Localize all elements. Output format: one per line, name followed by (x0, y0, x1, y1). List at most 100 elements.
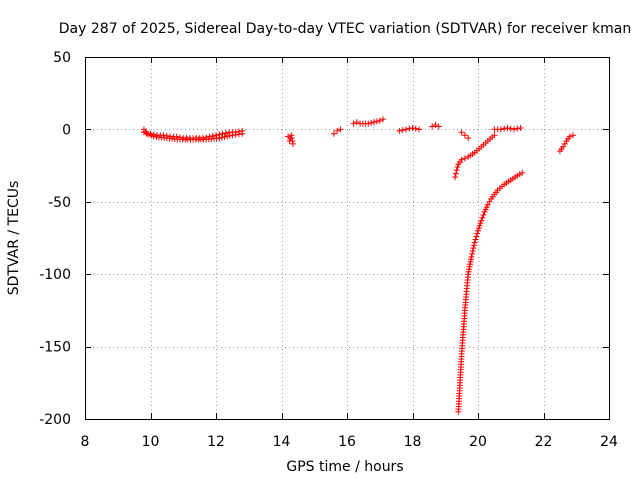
data-point (517, 124, 524, 131)
data-point (469, 248, 476, 255)
data-point (219, 130, 226, 137)
data-point (453, 166, 460, 173)
x-tick-label: 22 (535, 434, 553, 450)
data-point (330, 130, 337, 137)
data-point (461, 132, 468, 139)
data-point (473, 233, 480, 240)
data-point (416, 126, 423, 133)
data-point (239, 130, 246, 137)
data-point (371, 119, 378, 126)
data-point (476, 222, 483, 229)
series-arc-10 (455, 169, 526, 415)
data-point (507, 125, 514, 132)
data-point (288, 135, 295, 142)
data-point (435, 123, 442, 130)
y-tick-label: 50 (53, 50, 71, 66)
tick-layer (85, 57, 610, 420)
x-tick-label: 18 (404, 434, 422, 450)
data-point (218, 134, 225, 141)
data-point (452, 170, 459, 177)
data-point (350, 120, 357, 127)
data-point (519, 169, 526, 176)
data-point (454, 164, 461, 171)
series-arc-3 (330, 126, 344, 137)
data-point (504, 124, 511, 131)
y-tick-label: -150 (39, 340, 71, 356)
y-tick-label: -100 (39, 267, 71, 283)
data-point (380, 116, 387, 123)
x-tick-label: 12 (207, 434, 225, 450)
y-tick-labels: -200 -150 -100 -50 0 50 (39, 50, 71, 428)
data-point (368, 119, 375, 126)
y-tick-label: 0 (62, 122, 71, 138)
data-point (468, 253, 475, 260)
data-point (209, 132, 216, 139)
y-axis-label: SDTVAR / TECUs (6, 181, 22, 296)
data-point (478, 217, 485, 224)
data-point (501, 125, 508, 132)
series-arc-2 (285, 132, 296, 147)
data-point (465, 135, 472, 142)
data-point (480, 211, 487, 218)
data-point (477, 220, 484, 227)
data-point (224, 133, 231, 140)
data-point (226, 132, 233, 139)
data-point (511, 126, 518, 133)
data-point (222, 130, 229, 137)
data-point (337, 126, 344, 133)
y-tick-label: -200 (39, 412, 71, 428)
data-point (475, 225, 482, 232)
data-point (396, 127, 403, 134)
data-point (458, 129, 465, 136)
data-point (514, 125, 521, 132)
data-point (469, 250, 476, 257)
data-point (475, 227, 481, 234)
data-point (353, 119, 360, 126)
series-arc-4 (350, 116, 387, 127)
grid-layer (85, 57, 609, 419)
data-point (472, 236, 479, 243)
x-tick-label: 24 (600, 434, 618, 450)
data-point (289, 137, 296, 144)
series-arc-5 (396, 124, 423, 134)
data-point (373, 118, 380, 125)
x-tick-label: 16 (338, 434, 356, 450)
data-point (479, 214, 486, 221)
data-point (471, 239, 478, 246)
data-point (334, 127, 341, 134)
data-point (497, 126, 504, 133)
data-point (569, 132, 576, 139)
data-point (474, 230, 481, 237)
data-point (409, 124, 416, 131)
data-point (406, 125, 413, 132)
series-arc-8 (452, 132, 498, 181)
data-point (471, 242, 478, 249)
data-point (216, 135, 223, 142)
data-point (365, 120, 372, 127)
x-tick-label: 10 (142, 434, 160, 450)
data-point (491, 132, 498, 139)
x-axis-label: GPS time / hours (286, 459, 403, 475)
data-point (213, 132, 219, 139)
data-point (289, 140, 296, 147)
data-point (566, 133, 573, 140)
data-point (432, 122, 439, 129)
data-point (399, 127, 406, 134)
data-point (452, 174, 459, 181)
x-tick-labels: 8 10 12 14 16 18 20 22 24 (81, 434, 618, 450)
data-point (458, 156, 465, 163)
data-point (412, 125, 419, 132)
data-point (429, 123, 436, 130)
series-arc-7 (458, 129, 472, 142)
data-point (221, 133, 228, 140)
y-tick-label: -50 (48, 195, 71, 211)
data-point (288, 132, 295, 139)
series-arc-6 (429, 122, 442, 130)
data-point (402, 126, 409, 133)
x-tick-label: 20 (469, 434, 487, 450)
series-arc-11 (556, 132, 576, 155)
data-point (376, 117, 383, 124)
series-arc-1-spread (140, 129, 246, 143)
data-point (461, 155, 468, 162)
